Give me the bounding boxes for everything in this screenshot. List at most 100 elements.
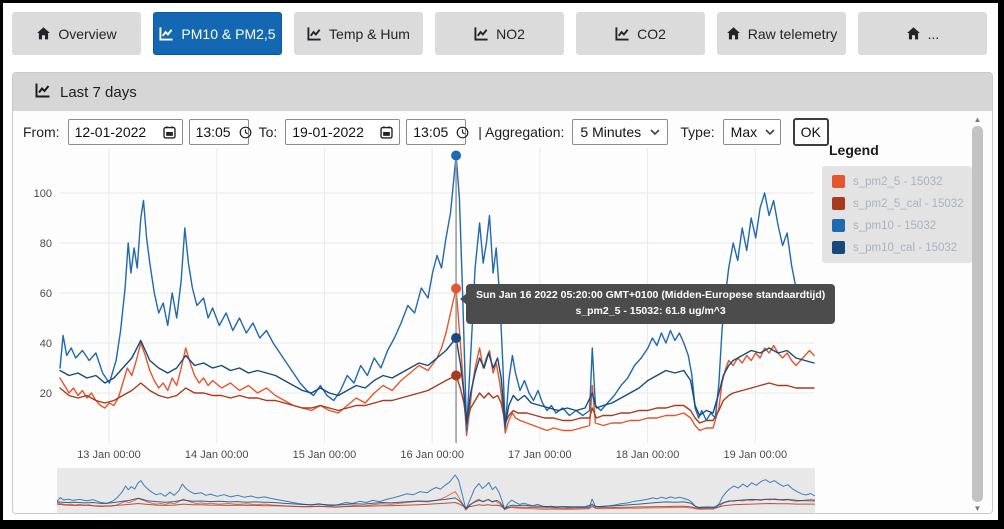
y-tick-label: 80 xyxy=(40,238,52,250)
panel-title: Last 7 days xyxy=(60,83,137,101)
aggregation-label: | Aggregation: xyxy=(478,124,565,140)
chevron-down-icon xyxy=(765,129,775,135)
x-tick-label: 15 Jan 00:00 xyxy=(293,449,357,461)
crosshair-marker xyxy=(451,333,462,343)
legend-box: s_pm2_5 - 15032 s_pm2_5_cal - 15032 s_pm10… xyxy=(822,166,972,263)
tooltip-value: s_pm2_5 - 15032: 61.8 ug/m^3 xyxy=(575,304,726,317)
tab-no2[interactable]: NO2 xyxy=(435,12,564,55)
series-line-s_pm10_cal xyxy=(59,337,815,427)
type-select[interactable]: Max xyxy=(722,119,781,145)
tab-co2[interactable]: CO2 xyxy=(576,12,705,55)
chart-tooltip: Sun Jan 16 2022 05:20:00 GMT+0100 (Midde… xyxy=(459,284,836,324)
home-icon xyxy=(36,26,51,41)
type-value: Max xyxy=(730,124,758,140)
legend-item[interactable]: s_pm10 - 15032 xyxy=(832,219,962,232)
y-tick-label: 20 xyxy=(40,388,52,400)
tab-more[interactable]: ... xyxy=(858,12,987,55)
controls-row: From: 12-01-2022 13:05 To: xyxy=(13,111,992,146)
legend-label: s_pm2_5_cal - 15032 xyxy=(853,197,964,210)
tab-raw-telemetry[interactable]: Raw telemetry xyxy=(717,12,846,55)
legend-label: s_pm10 - 15032 xyxy=(853,219,937,232)
y-tick-label: 40 xyxy=(40,338,52,350)
legend-swatch xyxy=(832,197,845,210)
from-label: From: xyxy=(23,124,60,140)
legend-swatch xyxy=(832,175,845,188)
x-tick-label: 19 Jan 00:00 xyxy=(723,449,787,461)
legend-item[interactable]: s_pm2_5_cal - 15032 xyxy=(832,197,964,210)
to-date-input[interactable]: 19-01-2022 xyxy=(285,119,401,145)
y-tick-label: 60 xyxy=(40,288,52,300)
to-time-value: 13:05 xyxy=(413,124,449,140)
series-line-s_pm2_5_cal xyxy=(59,374,815,424)
tab-label: PM10 & PM2,5 xyxy=(181,25,276,42)
clock-icon[interactable] xyxy=(239,126,252,139)
scroll-up-arrow-icon[interactable]: ▲ xyxy=(973,115,982,124)
y-tick-label: 100 xyxy=(34,188,52,200)
navigator-series-line xyxy=(56,497,816,510)
legend-item[interactable]: s_pm10_cal - 15032 xyxy=(832,241,962,254)
chart-icon xyxy=(615,26,630,41)
tab-label: Overview xyxy=(58,25,117,42)
main-chart-svg: 20 40 60 80 100 13 Jan 00:00 14 Jan 00:00 15 Ja… xyxy=(34,148,815,461)
to-time-input[interactable]: 13:05 xyxy=(406,119,469,145)
crosshair-marker xyxy=(451,283,462,294)
series-line-s_pm10 xyxy=(59,154,815,432)
calendar-icon[interactable] xyxy=(162,125,176,139)
crosshair-marker xyxy=(451,150,462,161)
legend-swatch xyxy=(832,241,845,254)
calendar-icon[interactable] xyxy=(380,125,393,139)
navigator-series-line xyxy=(56,502,815,509)
main-chart[interactable]: 20 40 60 80 100 13 Jan 00:00 14 Jan 00:00 15 Ja… xyxy=(30,140,860,462)
range-navigator[interactable] xyxy=(56,468,816,513)
crosshair-marker xyxy=(451,370,462,381)
legend: Legend s_pm2_5 - 15032 s_pm2_5_cal - 1503… xyxy=(822,142,972,263)
tooltip-time: Sun Jan 16 2022 05:20:00 GMT+0100 (Midde… xyxy=(476,289,826,301)
x-tick-label: 13 Jan 00:00 xyxy=(77,449,141,461)
legend-swatch xyxy=(832,219,845,232)
chart-icon xyxy=(307,26,322,41)
x-tick-label: 17 Jan 00:00 xyxy=(508,449,572,461)
navigator-svg xyxy=(56,468,816,513)
tab-label: ... xyxy=(927,25,940,42)
navigator-background xyxy=(57,468,815,513)
tab-label: Raw telemetry xyxy=(747,25,838,42)
x-tick-label: 14 Jan 00:00 xyxy=(185,449,249,461)
tab-label: NO2 xyxy=(496,25,525,42)
tab-label: CO2 xyxy=(637,25,666,42)
legend-label: s_pm2_5 - 15032 xyxy=(853,175,943,188)
from-time-value: 13:05 xyxy=(195,124,231,140)
ok-button[interactable]: OK xyxy=(792,118,829,146)
clock-icon[interactable] xyxy=(456,126,469,139)
from-date-input[interactable]: 12-01-2022 xyxy=(67,119,183,145)
x-tick-label: 18 Jan 00:00 xyxy=(616,449,680,461)
to-date-value: 19-01-2022 xyxy=(292,124,364,140)
chart-line-icon xyxy=(35,82,51,102)
tabs-row: Overview PM10 & PM2,5 Temp & Hum NO2 CO2 Raw … xyxy=(12,12,987,55)
tab-overview[interactable]: Overview xyxy=(12,12,141,55)
home-icon xyxy=(906,26,921,41)
aggregation-select[interactable]: 5 Minutes xyxy=(572,119,669,145)
from-date-value: 12-01-2022 xyxy=(74,124,147,140)
page: Overview PM10 & PM2,5 Temp & Hum NO2 CO2 Raw … xyxy=(3,3,998,520)
aggregation-value: 5 Minutes xyxy=(580,124,642,140)
scroll-down-arrow-icon[interactable]: ▼ xyxy=(973,504,982,513)
chart-icon xyxy=(474,26,489,41)
tab-pm10-pm2-5[interactable]: PM10 & PM2,5 xyxy=(153,12,282,55)
chevron-down-icon xyxy=(650,129,660,135)
panel-body: From: 12-01-2022 13:05 To: xyxy=(13,111,992,513)
legend-title: Legend xyxy=(829,142,879,158)
to-label: To: xyxy=(258,124,278,140)
legend-item[interactable]: s_pm2_5 - 15032 xyxy=(832,175,962,188)
x-tick-label: 16 Jan 00:00 xyxy=(400,449,464,461)
last-7-days-panel: Last 7 days From: 12-01-2022 13:05 xyxy=(12,72,993,514)
tab-label: Temp & Hum xyxy=(329,25,410,42)
from-time-input[interactable]: 13:05 xyxy=(188,119,252,145)
home-icon xyxy=(726,26,741,41)
type-label: Type: xyxy=(680,124,715,140)
tab-temp-hum[interactable]: Temp & Hum xyxy=(294,12,423,55)
legend-label: s_pm10_cal - 15032 xyxy=(853,241,958,254)
vertical-scrollbar: ▲ ▼ xyxy=(971,115,984,513)
scrollbar-thumb[interactable] xyxy=(972,126,983,502)
panel-header: Last 7 days xyxy=(13,73,992,111)
